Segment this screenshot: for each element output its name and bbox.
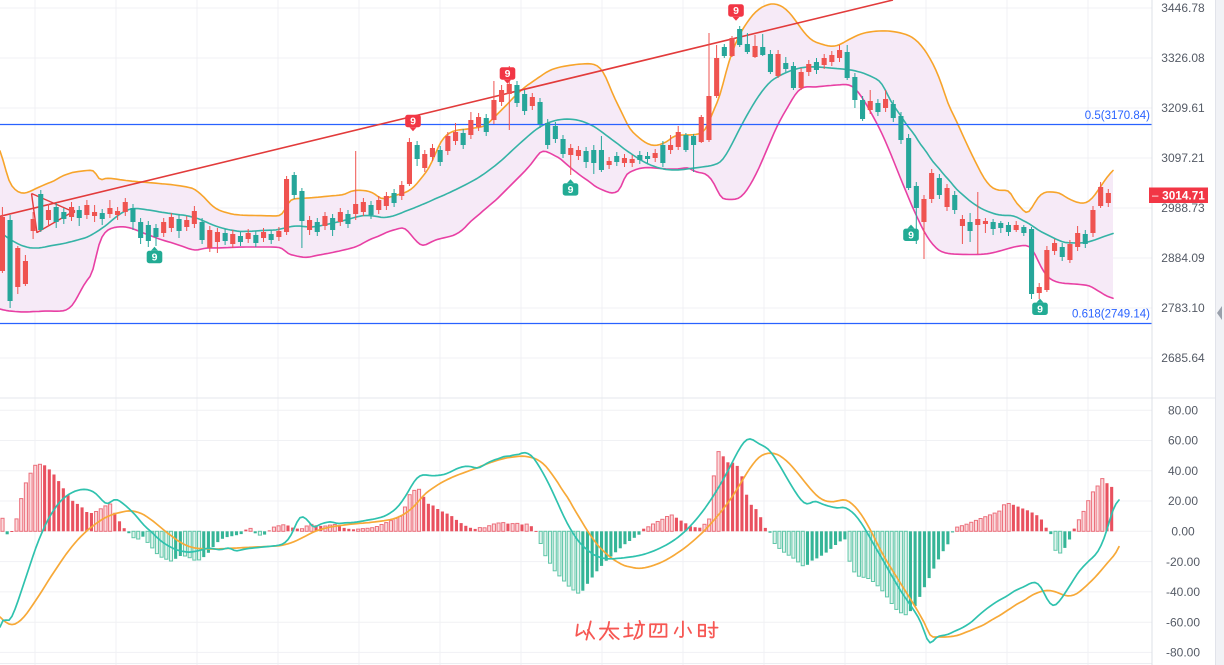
svg-text:9: 9 [152, 252, 158, 264]
svg-text:–: – [1152, 190, 1159, 202]
svg-text:3097.21: 3097.21 [1161, 151, 1205, 165]
svg-text:2884.09: 2884.09 [1161, 251, 1205, 265]
svg-text:9: 9 [1037, 303, 1043, 315]
svg-text:2685.64: 2685.64 [1161, 351, 1205, 365]
svg-text:3209.61: 3209.61 [1161, 101, 1205, 115]
svg-text:9: 9 [505, 68, 511, 80]
svg-text:0.5(3170.84): 0.5(3170.84) [1085, 110, 1150, 122]
svg-text:9: 9 [908, 229, 914, 241]
svg-text:0.00: 0.00 [1171, 525, 1195, 539]
svg-text:-60.00: -60.00 [1166, 615, 1200, 629]
svg-text:9: 9 [733, 5, 739, 17]
svg-text:-80.00: -80.00 [1166, 646, 1200, 660]
svg-text:80.00: 80.00 [1168, 403, 1198, 417]
svg-text:3446.78: 3446.78 [1161, 1, 1205, 15]
svg-text:0.618(2749.14): 0.618(2749.14) [1072, 309, 1150, 321]
svg-text:-20.00: -20.00 [1166, 555, 1200, 569]
svg-text:-40.00: -40.00 [1166, 585, 1200, 599]
svg-text:3014.71: 3014.71 [1162, 188, 1205, 202]
svg-text:40.00: 40.00 [1168, 464, 1198, 478]
svg-text:20.00: 20.00 [1168, 494, 1198, 508]
svg-text:3326.08: 3326.08 [1161, 51, 1205, 65]
svg-text:9: 9 [410, 116, 416, 128]
svg-text:60.00: 60.00 [1168, 434, 1198, 448]
svg-text:2783.10: 2783.10 [1161, 301, 1205, 315]
svg-text:2988.73: 2988.73 [1161, 201, 1205, 215]
svg-text:9: 9 [568, 184, 574, 196]
